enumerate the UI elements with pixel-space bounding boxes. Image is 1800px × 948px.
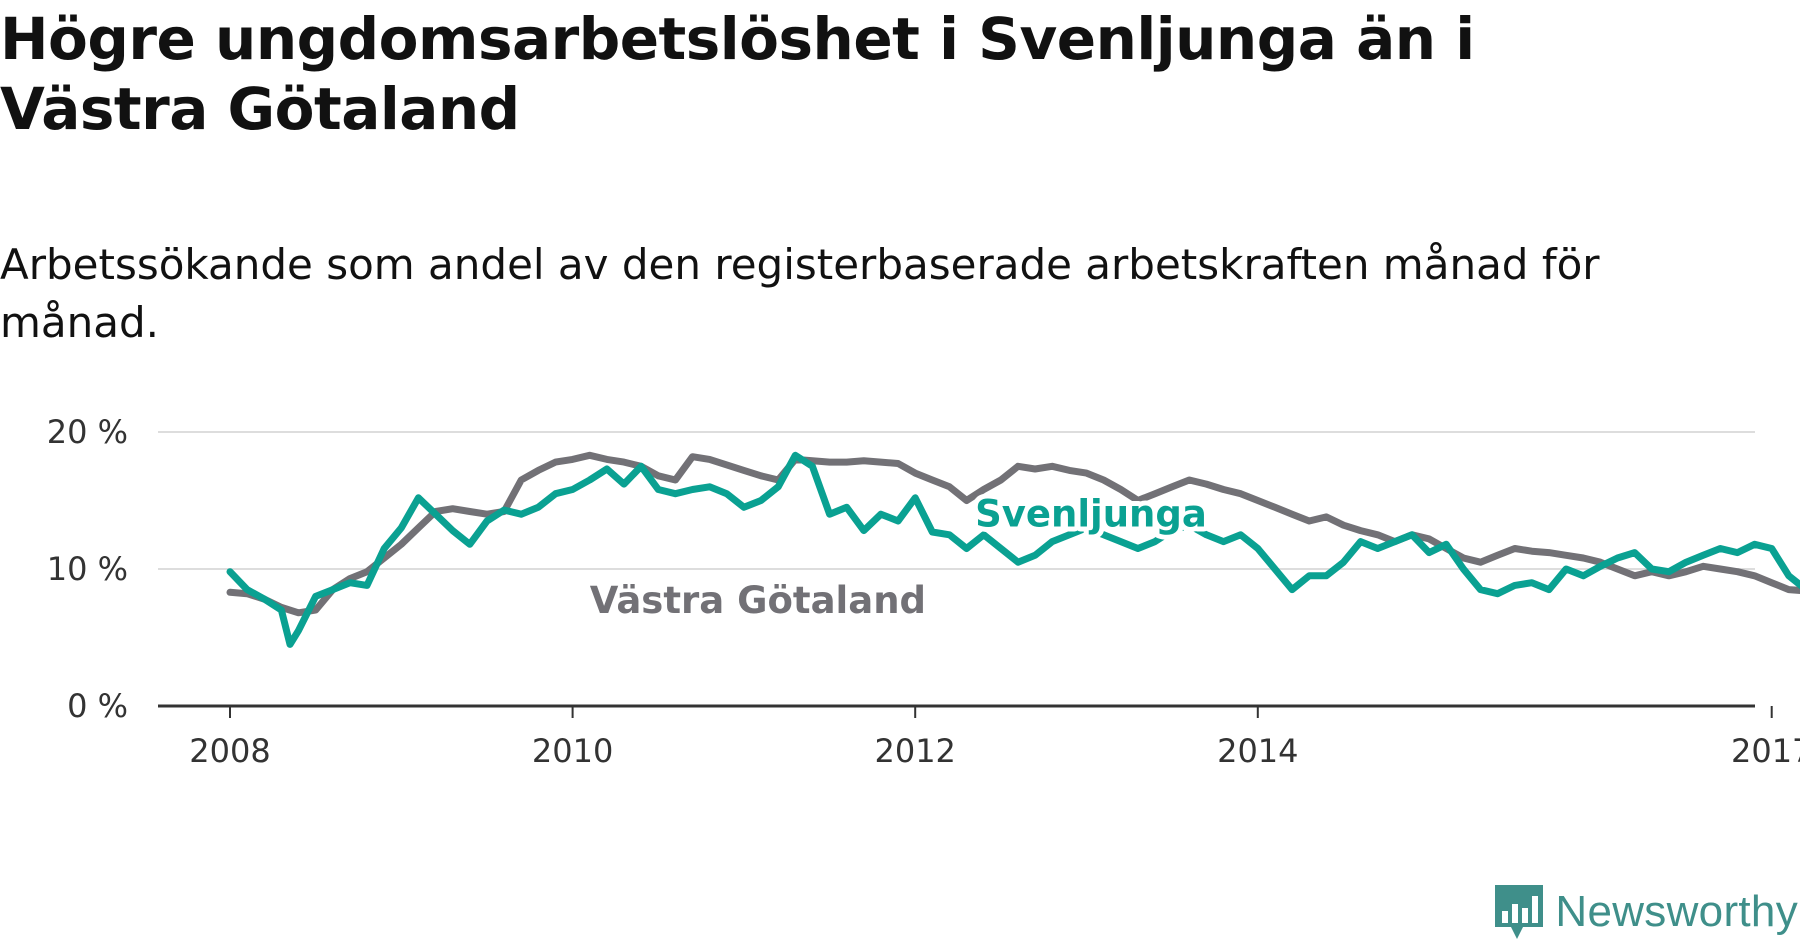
x-tick-label: 2012 — [874, 732, 955, 770]
series-line-svenljunga — [226, 451, 1800, 648]
newsworthy-wordmark: Newsworthy — [1555, 887, 1798, 936]
grid-layer — [158, 431, 1755, 570]
chart-subtitle: Arbetssökande som andel av den registerb… — [0, 240, 1600, 347]
newsworthy-brand[interactable]: Newsworthy — [1493, 876, 1798, 948]
x-tick-label: 2010 — [532, 732, 613, 770]
series-label-v-stra-g-taland: Västra Götaland — [590, 579, 926, 622]
y-tick-label: 20 % — [47, 413, 128, 451]
x-tick-label: 2017 — [1731, 732, 1800, 770]
series-label-svenljunga: Svenljunga — [975, 493, 1207, 536]
label-layer: Västra GötalandSvenljunga7,7 %8,4 % — [585, 488, 1212, 627]
axis-layer: 0 %10 %20 %20082010201220142017201920212… — [47, 413, 1800, 770]
y-tick-label: 0 % — [67, 687, 128, 725]
y-tick-label: 10 % — [47, 550, 128, 588]
x-tick-label: 2014 — [1217, 732, 1298, 770]
line-chart: 0 %10 %20 %20082010201220142017201920212… — [47, 413, 1800, 770]
series-layer — [226, 451, 1800, 648]
x-tick-label: 2008 — [189, 732, 270, 770]
chart-title: Högre ungdomsarbetslöshet i Svenljunga ä… — [0, 5, 1475, 143]
newsworthy-logo-icon — [1495, 885, 1544, 939]
